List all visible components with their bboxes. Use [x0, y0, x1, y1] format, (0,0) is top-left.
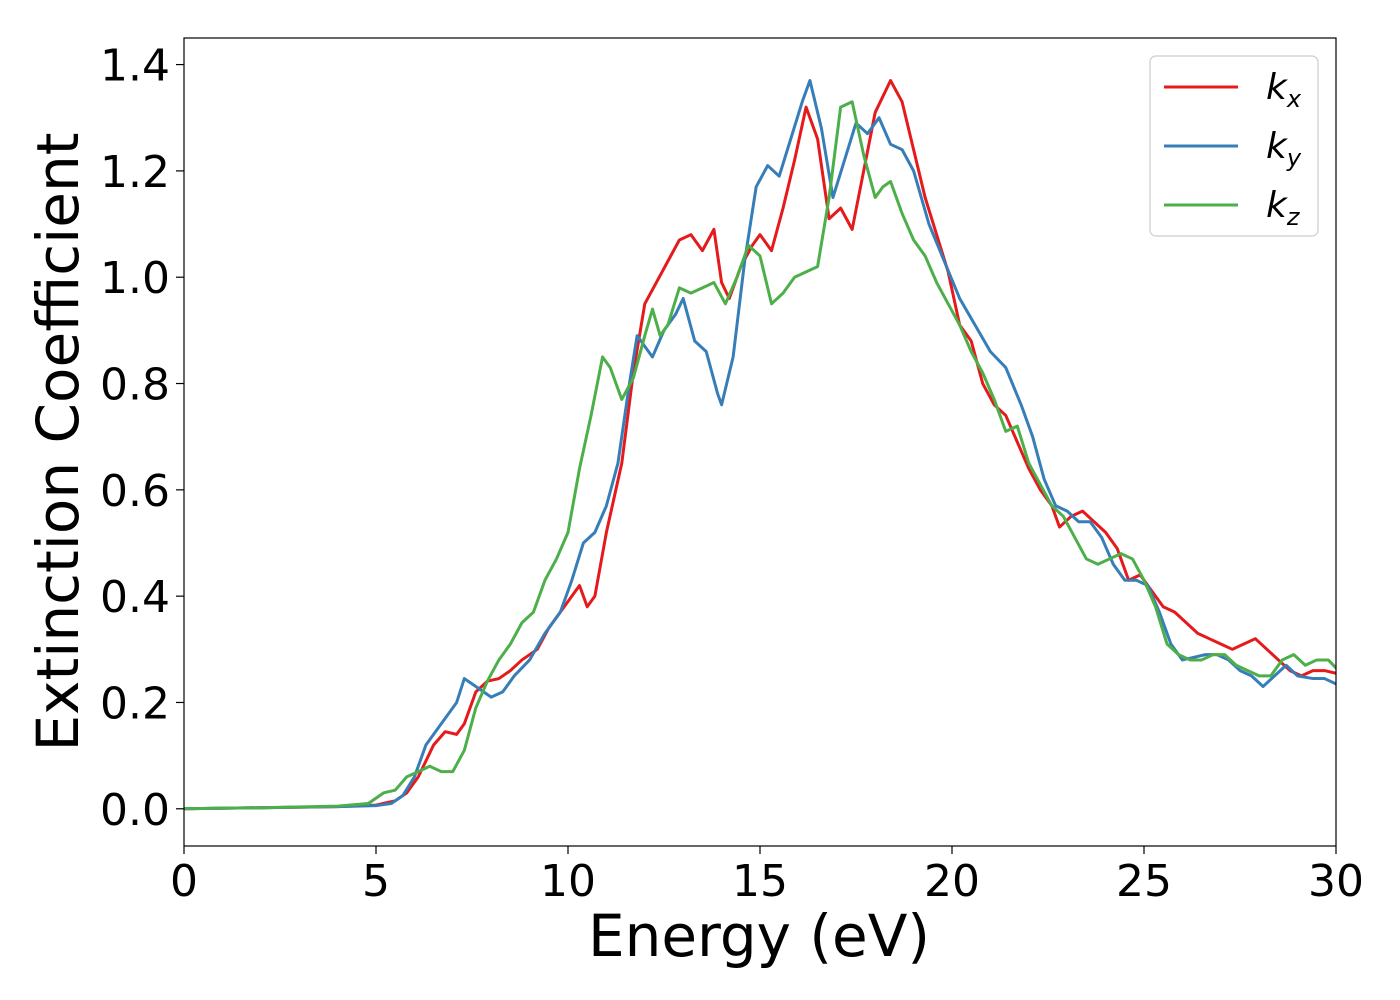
x-tick-label: 5 [362, 856, 390, 907]
y-axis: 0.0 0.2 0.4 0.6 0.8 1.0 1.2 1.4 [100, 41, 184, 836]
series-line-kz [184, 100, 1336, 811]
x-tick-label: 20 [924, 856, 980, 907]
y-tick-label: 0.2 [100, 678, 170, 729]
series-line-kx [184, 79, 1336, 811]
x-tick-label: 0 [170, 856, 198, 907]
x-tick-label: 25 [1116, 856, 1172, 907]
y-tick-label: 0.6 [100, 466, 170, 517]
series-line-ky [184, 79, 1336, 811]
y-tick-label: 0.4 [100, 572, 170, 623]
y-tick-label: 1.2 [100, 147, 170, 198]
y-tick-label: 1.4 [100, 41, 170, 92]
series-lines [184, 79, 1336, 811]
x-tick-label: 15 [732, 856, 788, 907]
y-axis-label: Extinction Coefficient [24, 133, 92, 752]
x-tick-label: 10 [540, 856, 596, 907]
x-axis: 0 5 10 15 20 25 30 [170, 846, 1364, 907]
x-tick-label: 30 [1308, 856, 1364, 907]
y-tick-label: 0.8 [100, 360, 170, 411]
legend-entry-kx: kx [1164, 67, 1302, 113]
y-tick-label: 1.0 [100, 253, 170, 304]
x-axis-label: Energy (eV) [588, 902, 930, 970]
y-tick-label: 0.0 [100, 785, 170, 836]
